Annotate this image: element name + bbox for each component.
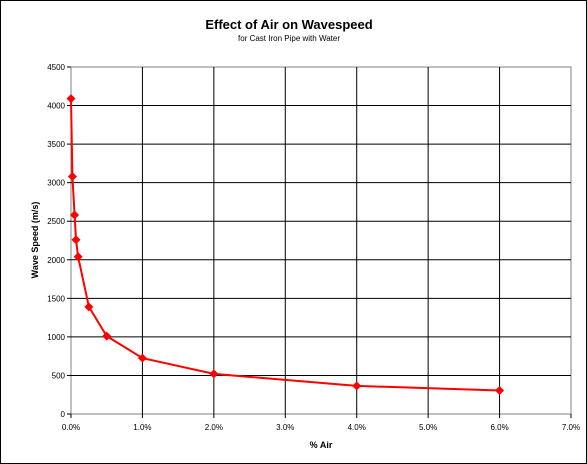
data-point-marker [137, 353, 147, 363]
y-tick-label: 1000 [47, 333, 65, 342]
x-tick-label: 1.0% [133, 423, 151, 432]
data-point-marker [70, 210, 80, 220]
series-line [70, 98, 500, 392]
data-point-marker [209, 369, 219, 379]
data-point-marker [102, 331, 112, 341]
y-tick-label: 1500 [47, 294, 65, 303]
x-tick-label: 4.0% [348, 423, 366, 432]
x-axis-label: % Air [310, 440, 333, 450]
data-point-marker [84, 302, 94, 312]
data-point-marker [71, 235, 81, 245]
x-tick-labels: 0.0% 1.0% 2.0% 3.0% 4.0% 5.0% 6.0% 7.0% [62, 423, 580, 432]
chart-subtitle: for Cast Iron Pipe with Water [238, 34, 340, 43]
data-point-marker [67, 171, 77, 181]
data-point-marker [66, 94, 76, 104]
x-tick-label: 7.0% [562, 423, 580, 432]
chart-title: Effect of Air on Wavespeed [205, 17, 372, 32]
y-tick-label: 4500 [47, 63, 65, 72]
y-tick-label: 2000 [47, 256, 65, 265]
data-point-marker [73, 252, 83, 262]
y-tick-label: 4000 [47, 102, 65, 111]
x-tick-label: 5.0% [419, 423, 437, 432]
gridlines [67, 66, 572, 418]
y-tick-label: 3000 [47, 179, 65, 188]
y-axis-label: Wave Speed (m/s) [30, 202, 40, 279]
x-tick-label: 3.0% [276, 423, 294, 432]
y-tick-label: 500 [52, 371, 66, 380]
data-point-marker [352, 381, 362, 391]
y-tick-labels: 0 500 1000 1500 2000 2500 3000 3500 4000 4500 [47, 63, 65, 419]
y-tick-label: 2500 [47, 217, 65, 226]
data-point-marker [495, 385, 505, 395]
y-tick-label: 3500 [47, 140, 65, 149]
y-tick-label: 0 [61, 410, 66, 419]
x-tick-label: 2.0% [205, 423, 223, 432]
plot-area [70, 66, 572, 415]
series-markers [66, 94, 505, 395]
x-tick-label: 6.0% [490, 423, 508, 432]
x-tick-label: 0.0% [62, 423, 80, 432]
